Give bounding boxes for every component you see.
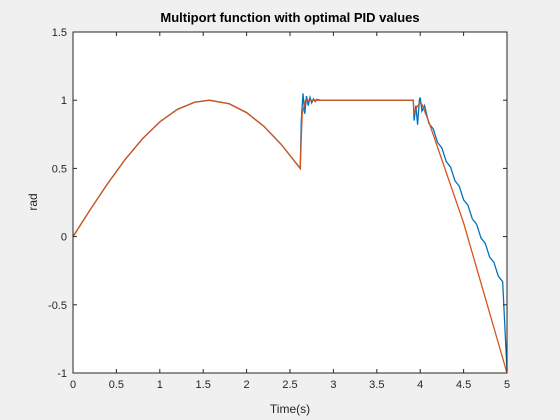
y-tick-label: 0: [61, 232, 67, 244]
x-tick-label: 2.5: [282, 379, 297, 391]
y-axis: -1 -0.5 0 0.5 1 1.5: [48, 27, 507, 380]
x-tick-label: 0: [70, 379, 76, 391]
x-tick-label: 5: [504, 379, 510, 391]
x-tick-label: 4.5: [456, 379, 471, 391]
x-axis: 0 0.5 1 1.5 2 2.5 3 3.5 4 4.5 5: [70, 32, 510, 391]
x-axis-label: Time(s): [270, 402, 310, 416]
y-tick-label: -1: [57, 368, 67, 380]
x-tick-label: 1: [157, 379, 163, 391]
y-tick-label: 1.5: [52, 27, 67, 39]
x-tick-label: 3.5: [369, 379, 384, 391]
x-tick-label: 1.5: [196, 379, 211, 391]
chart-title: Multiport function with optimal PID valu…: [160, 10, 419, 25]
series-layer: [72, 93, 508, 374]
series-line-2: [72, 99, 508, 374]
y-tick-label: -0.5: [48, 300, 67, 312]
y-tick-label: 1: [61, 95, 67, 107]
x-tick-label: 4: [417, 379, 423, 391]
x-tick-label: 3: [330, 379, 336, 391]
plot-area: [73, 32, 507, 373]
y-tick-label: 0.5: [52, 163, 67, 175]
x-tick-label: 2: [244, 379, 250, 391]
x-tick-label: 0.5: [109, 379, 124, 391]
y-axis-label: rad: [26, 193, 40, 210]
